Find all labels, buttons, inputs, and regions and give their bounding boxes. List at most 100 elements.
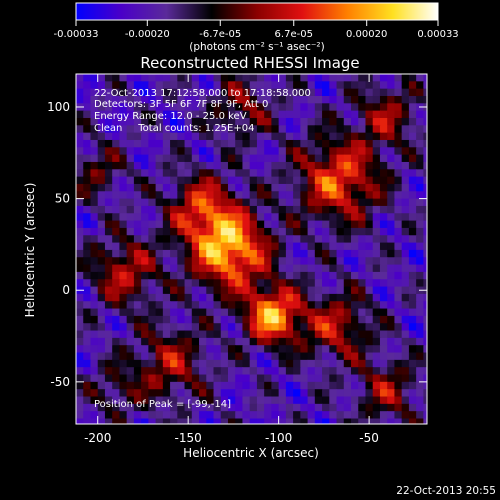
heatmap-cell <box>307 359 316 368</box>
heatmap-cell <box>365 301 374 310</box>
heatmap-cell <box>365 139 374 148</box>
heatmap-cell <box>133 403 142 412</box>
heatmap-cell <box>256 301 265 310</box>
heatmap-cell <box>141 169 149 178</box>
heatmap-cell <box>322 205 330 214</box>
heatmap-cell <box>235 389 244 398</box>
heatmap-cell <box>148 125 157 134</box>
heatmap-cell <box>278 117 287 126</box>
heatmap-cell <box>379 411 388 420</box>
heatmap-cell <box>104 191 113 200</box>
colorbar-tick-label: 0.00033 <box>417 29 458 40</box>
heatmap-cell <box>423 337 427 346</box>
heatmap-cell <box>213 220 222 229</box>
heatmap-cell <box>90 147 99 156</box>
heatmap-cell <box>271 81 280 90</box>
heatmap-cell <box>235 293 244 302</box>
heatmap-cell <box>329 381 338 390</box>
heatmap-cell <box>278 323 287 332</box>
heatmap-cell <box>416 396 424 405</box>
heatmap-cell <box>372 220 381 229</box>
heatmap-cell <box>97 411 106 420</box>
heatmap-cell <box>191 286 200 295</box>
heatmap-cell <box>119 220 128 229</box>
heatmap-cell <box>112 125 121 134</box>
heatmap-cell <box>90 235 99 244</box>
heatmap-cell <box>300 374 309 383</box>
heatmap-cell <box>242 88 251 97</box>
x-tick-label: -150 <box>175 431 202 445</box>
heatmap-cell <box>206 147 215 156</box>
heatmap-cell <box>141 227 149 236</box>
heatmap-cell <box>314 411 323 420</box>
heatmap-cell <box>322 264 330 273</box>
heatmap-cell <box>206 95 215 104</box>
heatmap-cell <box>119 183 128 192</box>
heatmap-cell <box>162 81 171 90</box>
heatmap-cell <box>148 74 157 82</box>
heatmap-cell <box>119 418 128 424</box>
heatmap-cell <box>119 257 128 266</box>
heatmap-cell <box>285 286 294 295</box>
heatmap-cell <box>372 242 381 251</box>
heatmap-cell <box>249 352 258 361</box>
heatmap-cell <box>300 103 309 112</box>
heatmap-cell <box>119 242 128 251</box>
heatmap-cell <box>351 345 359 354</box>
heatmap-cell <box>227 374 236 383</box>
heatmap-cell <box>119 279 128 288</box>
heatmap-cell <box>329 176 338 185</box>
heatmap-cell <box>170 88 178 97</box>
heatmap-cell <box>329 293 338 302</box>
heatmap-cell <box>141 176 149 185</box>
heatmap-cell <box>285 293 294 302</box>
heatmap-cell <box>112 403 121 412</box>
heatmap-cell <box>329 139 338 148</box>
heatmap-cell <box>90 403 99 412</box>
heatmap-cell <box>199 418 207 424</box>
heatmap-cell <box>206 374 215 383</box>
heatmap-cell <box>416 183 424 192</box>
heatmap-cell <box>83 154 92 163</box>
heatmap-cell <box>264 403 272 412</box>
heatmap-cell <box>126 147 135 156</box>
heatmap-cell <box>220 176 229 185</box>
heatmap-cell <box>343 103 352 112</box>
heatmap-cell <box>300 345 309 354</box>
heatmap-cell <box>141 381 149 390</box>
heatmap-cell <box>162 74 171 82</box>
annotation-detectors: Detectors: 3F 5F 6F 7F 8F 9F, Att 0 <box>94 99 268 110</box>
heatmap-cell <box>148 110 157 119</box>
heatmap-cell <box>264 264 272 273</box>
heatmap-cell <box>242 396 251 405</box>
heatmap-cell <box>90 74 99 82</box>
heatmap-cell <box>141 205 149 214</box>
heatmap-cell <box>141 81 149 90</box>
heatmap-cell <box>177 191 186 200</box>
heatmap-cell <box>206 403 215 412</box>
heatmap-cell <box>314 198 323 207</box>
heatmap-cell <box>307 117 316 126</box>
heatmap-cell <box>242 308 251 317</box>
heatmap-cell <box>336 330 345 339</box>
heatmap-cell <box>184 352 193 361</box>
heatmap-cell <box>191 345 200 354</box>
heatmap-cell <box>307 183 316 192</box>
heatmap-cell <box>401 418 410 424</box>
heatmap-cell <box>206 74 215 82</box>
heatmap-cell <box>104 213 113 222</box>
heatmap-cell <box>155 315 164 324</box>
heatmap-cell <box>329 161 338 170</box>
heatmap-cell <box>76 271 84 280</box>
heatmap-cell <box>177 301 186 310</box>
heatmap-cell <box>293 198 301 207</box>
heatmap-cell <box>191 374 200 383</box>
heatmap-cell <box>379 315 388 324</box>
heatmap-cell <box>271 411 280 420</box>
heatmap-cell <box>372 161 381 170</box>
heatmap-cell <box>271 301 280 310</box>
heatmap-cell <box>358 125 367 134</box>
heatmap-cell <box>199 411 207 420</box>
heatmap-cell <box>329 374 338 383</box>
heatmap-cell <box>307 95 316 104</box>
